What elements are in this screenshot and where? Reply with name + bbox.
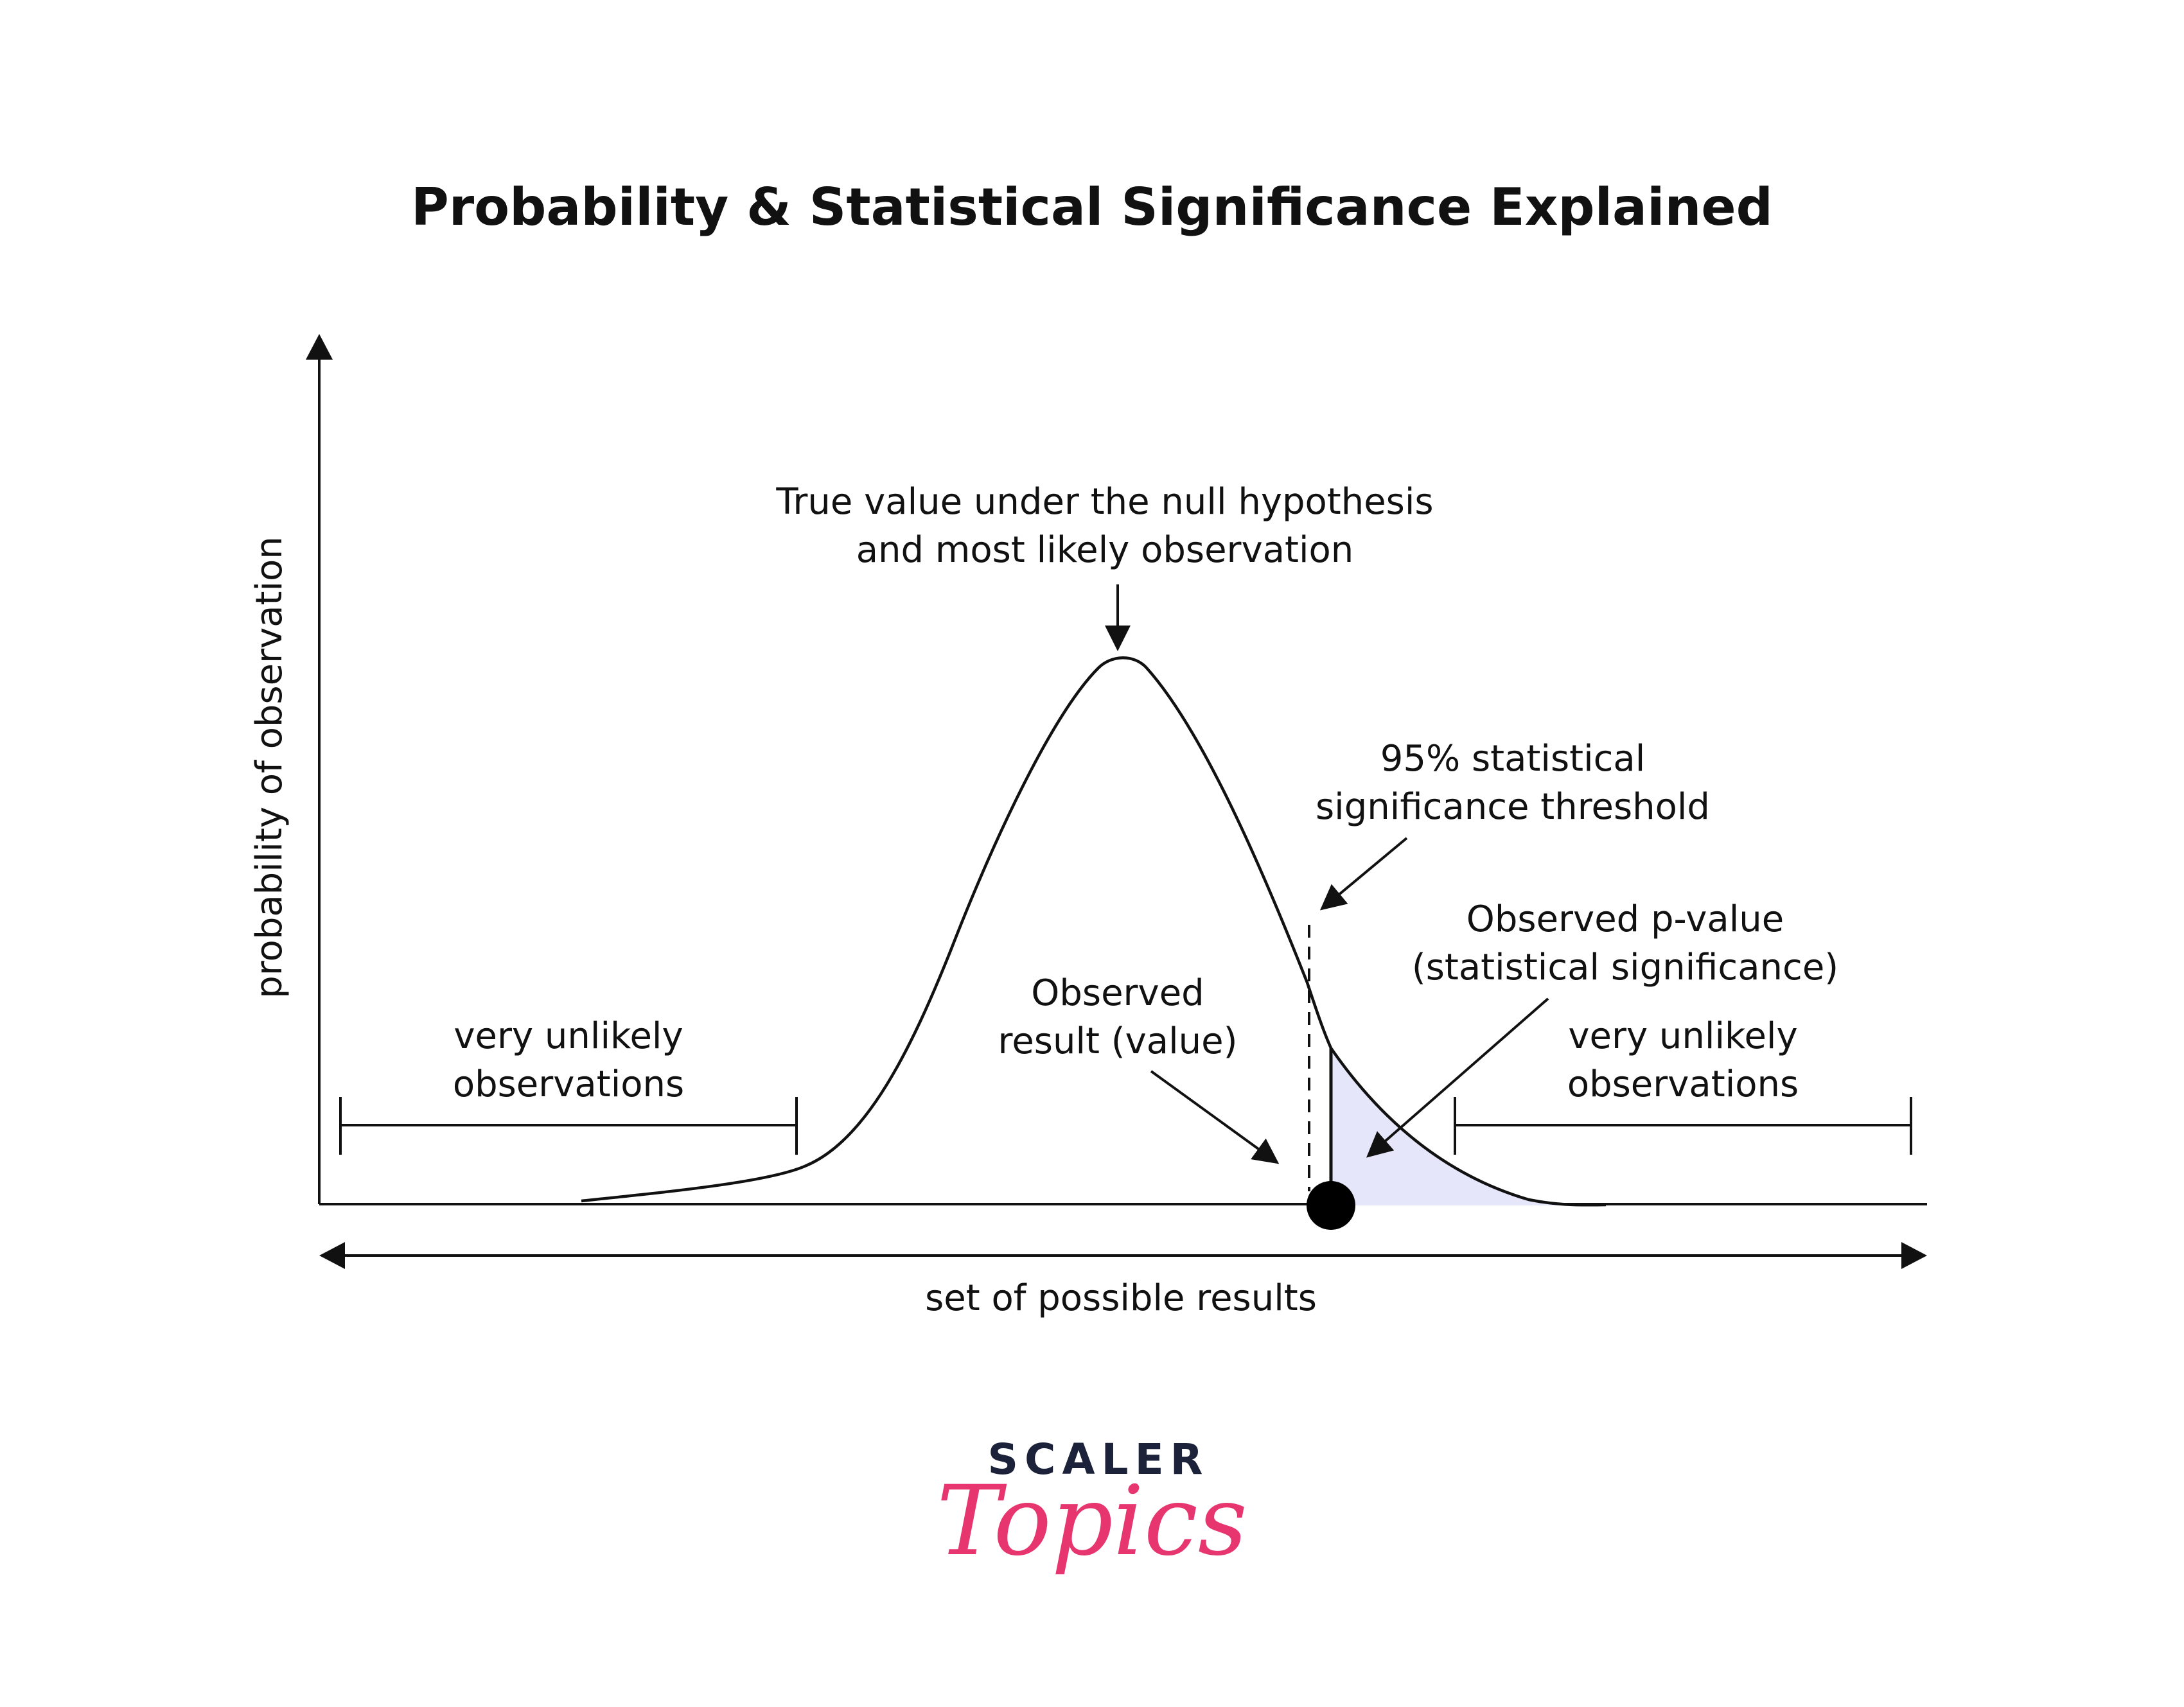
chart-title: Probability & Statistical Significance E… xyxy=(411,177,1773,237)
threshold-annotation-line1: 95% statistical xyxy=(1380,738,1646,780)
distribution-curve xyxy=(581,656,1607,1207)
brand-name: SCALER xyxy=(987,1435,1209,1484)
observed-annotation-line2: result (value) xyxy=(998,1020,1238,1062)
threshold-arrow xyxy=(1319,837,1408,911)
left-tail-label-line1: very unlikely xyxy=(454,1015,683,1057)
y-axis-label: probability of observation xyxy=(249,536,290,999)
threshold-annotation-line2: significance threshold xyxy=(1316,786,1710,828)
observed-result-dot xyxy=(1307,1181,1355,1230)
pvalue-shaded-area xyxy=(1331,1048,1587,1205)
pvalue-annotation-line2: (statistical significance) xyxy=(1412,947,1838,988)
right-tail-bracket xyxy=(1454,1097,1912,1155)
pvalue-arrow xyxy=(1366,997,1549,1158)
range-left-arrow-icon xyxy=(319,1242,345,1269)
right-tail-label-line1: very unlikely xyxy=(1568,1015,1797,1057)
left-tail-label-line2: observations xyxy=(453,1064,684,1105)
pvalue-annotation-line1: Observed p-value xyxy=(1466,898,1784,940)
left-tail-bracket xyxy=(339,1097,798,1155)
peak-annotation-line1: True value under the null hypothesis xyxy=(775,481,1433,523)
observed-arrow xyxy=(1150,1070,1280,1164)
peak-annotation-line2: and most likely observation xyxy=(856,529,1354,571)
brand-sub: Topics xyxy=(937,1466,1247,1577)
observed-annotation-line1: Observed xyxy=(1031,972,1204,1014)
x-axis-label: set of possible results xyxy=(925,1277,1317,1319)
range-right-arrow-icon xyxy=(1901,1242,1927,1269)
y-axis-arrow-icon xyxy=(306,334,333,360)
right-tail-label-line2: observations xyxy=(1567,1064,1799,1105)
